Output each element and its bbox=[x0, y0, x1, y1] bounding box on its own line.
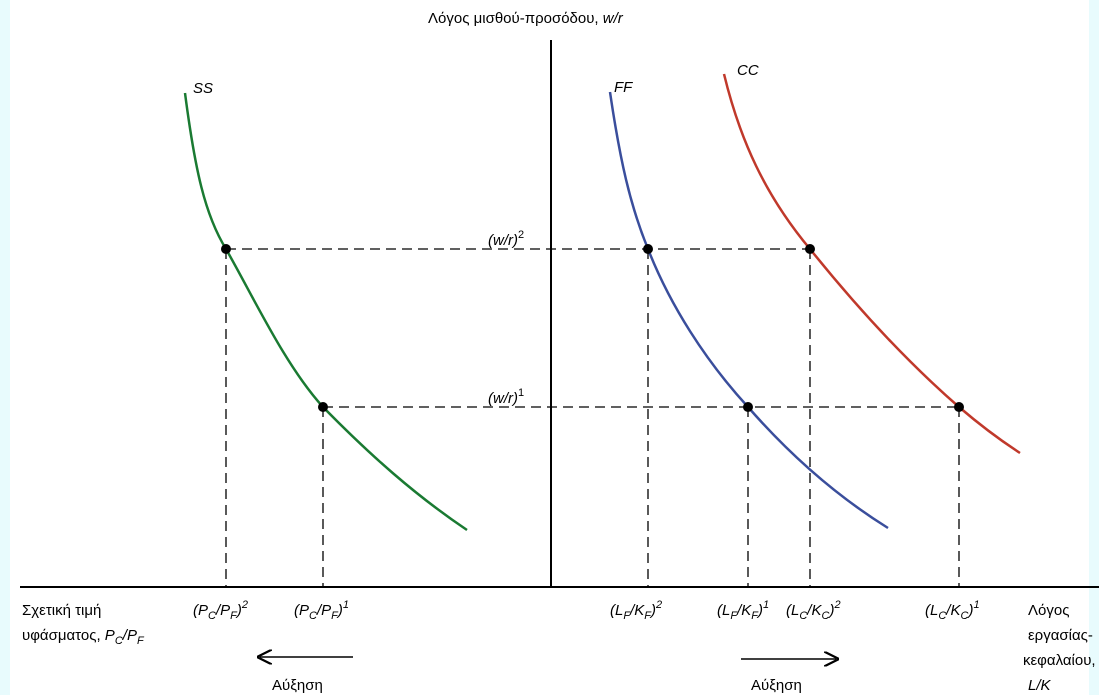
lfkf1-label: (LF/KF)1 bbox=[717, 599, 769, 622]
pcpf1-mid: /P bbox=[316, 602, 331, 619]
point-cc-wr2 bbox=[805, 244, 815, 254]
right-axis-title-line3: κεφαλαίου, bbox=[1023, 652, 1096, 669]
lckc2-sub1: C bbox=[799, 610, 807, 622]
point-ss-wr1 bbox=[318, 402, 328, 412]
lckc2-open: (L bbox=[786, 602, 799, 619]
lckc1-open: (L bbox=[925, 602, 938, 619]
wr2-sup: 2 bbox=[518, 229, 524, 241]
lckc1-mid: /K bbox=[945, 602, 961, 619]
pcpf2-sub1: C bbox=[208, 610, 216, 622]
point-ff-wr2 bbox=[643, 244, 653, 254]
pcpf1-close: ) bbox=[336, 602, 343, 619]
wr1-label: (w/r)1 bbox=[488, 387, 524, 407]
diagram-svg: Λόγος μισθού-προσόδου, w/r SS FF CC (w/r… bbox=[20, 10, 1099, 694]
pcpf2-sup: 2 bbox=[241, 599, 248, 611]
y-axis-title: Λόγος μισθού-προσόδου, w/r bbox=[428, 10, 624, 27]
y-axis-title-text: Λόγος μισθού-προσόδου, bbox=[428, 10, 603, 27]
right-axis-title-line2: εργασίας- bbox=[1028, 627, 1093, 644]
left-title-p2: P bbox=[127, 627, 137, 644]
lfkf1-sub1: F bbox=[730, 610, 738, 622]
lfkf2-open: (L bbox=[610, 602, 623, 619]
left-axis-title-line2: υφάσματος, PC/PF bbox=[22, 627, 145, 647]
pcpf1-sup: 1 bbox=[343, 599, 349, 611]
left-axis-title-line1: Σχετική τιμή bbox=[22, 602, 101, 619]
lfkf2-sup: 2 bbox=[655, 599, 662, 611]
equilibrium-points bbox=[221, 244, 964, 412]
pcpf1-sub1: C bbox=[309, 610, 317, 622]
point-ss-wr2 bbox=[221, 244, 231, 254]
lfkf2-close: ) bbox=[649, 602, 656, 619]
lckc2-sub2: C bbox=[821, 610, 829, 622]
ff-curve bbox=[608, 91, 889, 530]
lckc1-sup: 1 bbox=[973, 599, 979, 611]
increase-left-label: Αύξηση bbox=[272, 677, 323, 694]
left-title-p1: P bbox=[105, 627, 115, 644]
cc-label: CC bbox=[737, 62, 759, 79]
left-title-sub-c: C bbox=[115, 635, 123, 647]
guide-lines bbox=[225, 248, 960, 587]
lfkf1-sup: 1 bbox=[763, 599, 769, 611]
increase-right-label: Αύξηση bbox=[751, 677, 802, 694]
lckc2-close: ) bbox=[827, 602, 834, 619]
y-axis-title-var: w/r bbox=[603, 10, 624, 27]
pcpf2-open: (P bbox=[193, 602, 208, 619]
pcpf1-sub2: F bbox=[331, 610, 339, 622]
lckc2-sup: 2 bbox=[833, 599, 840, 611]
left-title-slash: / bbox=[122, 627, 129, 644]
wr1-sup: 1 bbox=[518, 387, 524, 399]
ff-label: FF bbox=[614, 79, 633, 96]
lfkf1-mid: /K bbox=[736, 602, 752, 619]
lckc1-close: ) bbox=[966, 602, 973, 619]
wr2-text: (w/r) bbox=[488, 232, 518, 249]
wr2-label: (w/r)2 bbox=[488, 229, 524, 249]
lfkf1-sub2: F bbox=[751, 610, 759, 622]
right-axis-title-line1: Λόγος bbox=[1028, 602, 1069, 619]
lfkf2-sub2: F bbox=[644, 610, 652, 622]
lfkf1-open: (L bbox=[717, 602, 730, 619]
lckc2-label: (LC/KC)2 bbox=[786, 599, 841, 622]
pcpf2-label: (PC/PF)2 bbox=[193, 599, 248, 622]
wr1-text: (w/r) bbox=[488, 390, 518, 407]
pcpf2-close: ) bbox=[235, 602, 242, 619]
lckc1-sub1: C bbox=[938, 610, 946, 622]
left-title-sub-f: F bbox=[137, 635, 145, 647]
ss-curve bbox=[183, 92, 468, 532]
lckc2-mid: /K bbox=[806, 602, 822, 619]
left-title-text: υφάσματος, bbox=[22, 627, 105, 644]
point-ff-wr1 bbox=[743, 402, 753, 412]
lckc1-label: (LC/KC)1 bbox=[925, 599, 980, 622]
pcpf2-mid: /P bbox=[215, 602, 230, 619]
pcpf1-open: (P bbox=[294, 602, 309, 619]
right-axis-title-line4: L/K bbox=[1028, 677, 1052, 694]
lfkf2-sub1: F bbox=[623, 610, 631, 622]
lfkf2-mid: /K bbox=[629, 602, 645, 619]
cc-curve bbox=[722, 73, 1021, 455]
pcpf1-label: (PC/PF)1 bbox=[294, 599, 349, 622]
pcpf2-sub2: F bbox=[230, 610, 238, 622]
lfkf2-label: (LF/KF)2 bbox=[610, 599, 662, 622]
point-cc-wr1 bbox=[954, 402, 964, 412]
ss-label: SS bbox=[193, 80, 213, 97]
lckc1-sub2: C bbox=[960, 610, 968, 622]
lfkf1-close: ) bbox=[756, 602, 763, 619]
